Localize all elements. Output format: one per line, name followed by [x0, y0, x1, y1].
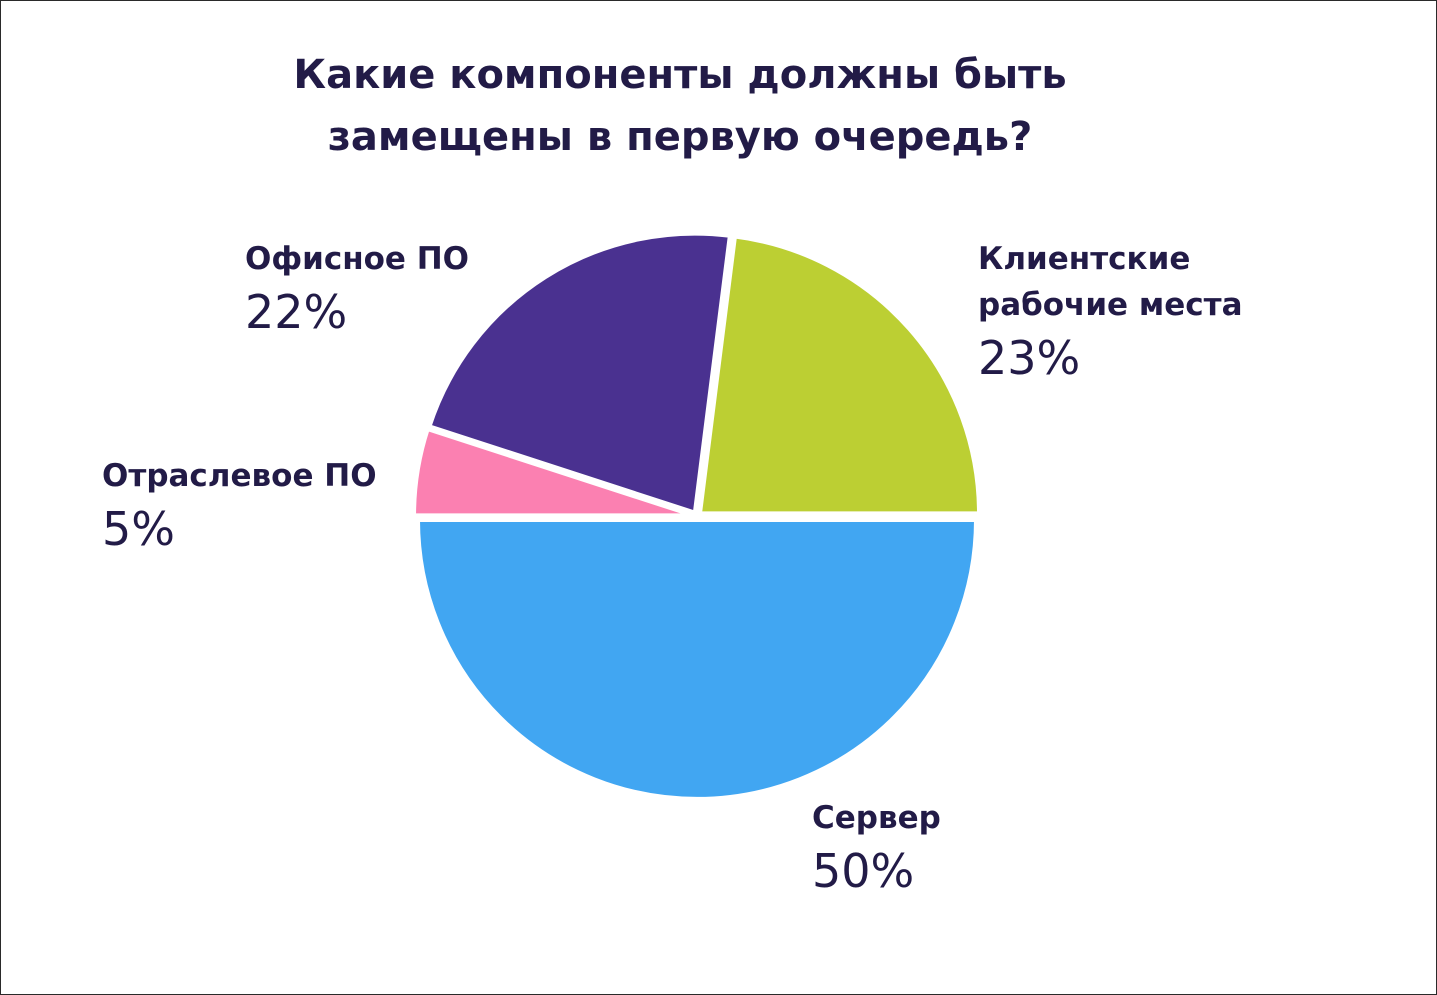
label-server-name: Сервер: [812, 800, 941, 836]
label-client-workstations-value: 23%: [978, 331, 1081, 385]
label-industry-software-value: 5%: [102, 502, 175, 556]
label-client-workstations: Клиентские рабочие места 23%: [978, 236, 1243, 388]
chart-title: Какие компоненты должны быть замещены в …: [180, 44, 1180, 168]
label-office-software-value: 22%: [245, 285, 348, 339]
chart-title-line-2: замещены в первую очередь?: [327, 114, 1033, 160]
pie-slice-industry-software: [412, 427, 696, 518]
pie-slice-client-workstations: [698, 234, 981, 516]
label-server: Сервер 50%: [812, 795, 941, 901]
label-client-workstations-name-line-2: рабочие места: [978, 287, 1243, 323]
pie-slice-server: [416, 518, 978, 801]
chart-title-line-1: Какие компоненты должны быть: [293, 52, 1067, 98]
pie-slice-office-software: [427, 231, 732, 515]
label-server-value: 50%: [812, 844, 915, 898]
label-client-workstations-name-line-1: Клиентские: [978, 241, 1191, 277]
label-industry-software-name: Отраслевое ПО: [102, 458, 377, 494]
label-industry-software: Отраслевое ПО 5%: [102, 453, 377, 559]
label-office-software-name: Офисное ПО: [245, 241, 470, 277]
label-office-software: Офисное ПО 22%: [245, 236, 469, 342]
